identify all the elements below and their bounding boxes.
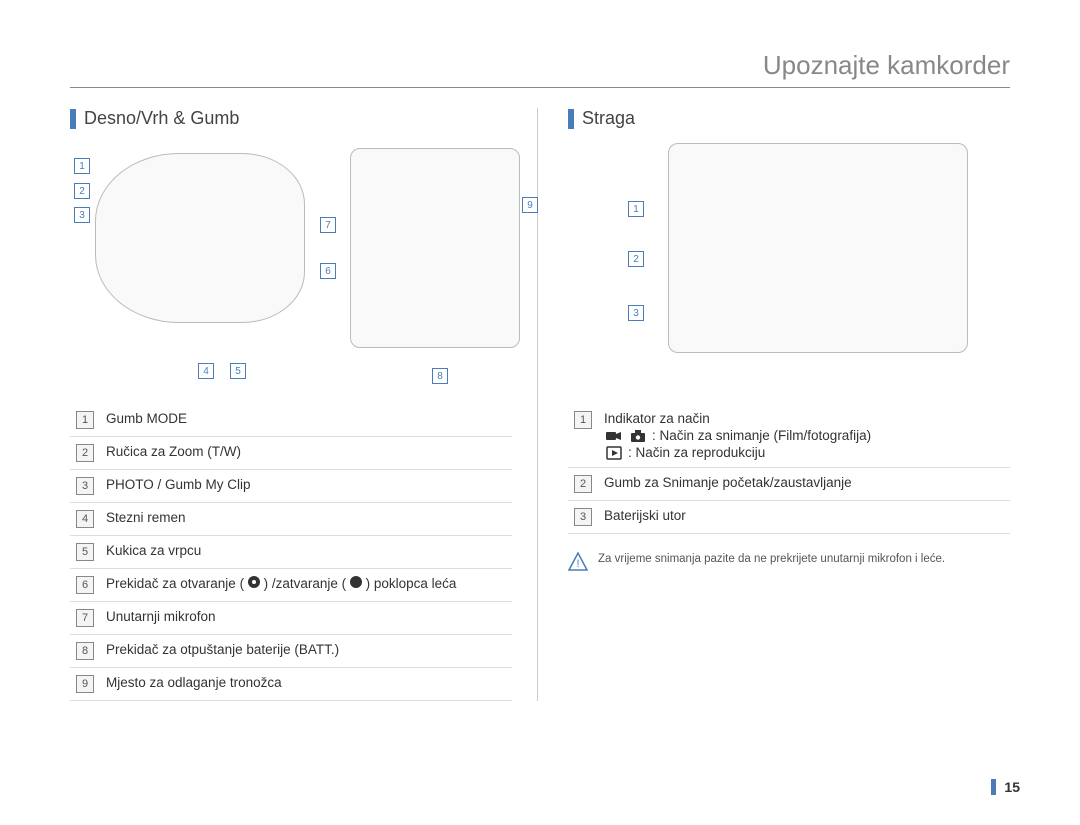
callout-2: 2 [628, 251, 644, 267]
section-bar [568, 109, 574, 129]
right-parts-table: 1 Indikator za način: Način za snimanje (… [568, 404, 1010, 534]
left-item-8: Prekidač za otpuštanje baterije (BATT.) [100, 635, 512, 668]
left-item-2: Ručica za Zoom (T/W) [100, 437, 512, 470]
callout-1: 1 [74, 158, 90, 174]
num-8: 8 [76, 642, 94, 660]
svg-text:!: ! [576, 558, 579, 570]
callout-4: 4 [198, 363, 214, 379]
right-diagram: 1 2 3 [568, 143, 1010, 388]
page-title: Upoznajte kamkorder [763, 50, 1010, 80]
right-column: Straga 1 2 3 1 Indikator za način: Način za… [568, 108, 1010, 701]
num-1: 1 [76, 411, 94, 429]
lens-open-icon [248, 576, 260, 588]
callout-3: 3 [74, 207, 90, 223]
lens-close-icon [350, 576, 362, 588]
callout-2: 2 [74, 183, 90, 199]
num-5: 5 [76, 543, 94, 561]
num-4: 4 [76, 510, 94, 528]
callout-7: 7 [320, 217, 336, 233]
num-7: 7 [76, 609, 94, 627]
left-heading: Desno/Vrh & Gumb [84, 108, 239, 129]
left-item-6: Prekidač za otvaranje ( ) /zatvaranje ( … [100, 569, 512, 602]
num-1: 1 [574, 411, 592, 429]
left-parts-table: 1 Gumb MODE 2 Ručica za Zoom (T/W) 3 PHOTO / … [70, 404, 512, 701]
left-item-9: Mjesto za odlaganje tronožca [100, 668, 512, 701]
camcorder-side-outline [350, 148, 520, 348]
left-item-4: Stezni remen [100, 503, 512, 536]
callout-8: 8 [432, 368, 448, 384]
right-item-1: Indikator za način: Način za snimanje (F… [598, 404, 1010, 468]
left-item-5: Kukica za vrpcu [100, 536, 512, 569]
camcorder-rear-outline [668, 143, 968, 353]
left-column: Desno/Vrh & Gumb 123456789 1Gumb MODE2Ru… [70, 108, 538, 701]
callout-9: 9 [522, 197, 538, 213]
callout-6: 6 [320, 263, 336, 279]
num-9: 9 [76, 675, 94, 693]
num-6: 6 [76, 576, 94, 594]
right-heading: Straga [582, 108, 635, 129]
note: ! Za vrijeme snimanja pazite da ne prekr… [568, 552, 1010, 577]
num-3: 3 [76, 477, 94, 495]
warning-icon: ! [568, 552, 588, 577]
camcorder-front-outline [95, 153, 305, 323]
callout-5: 5 [230, 363, 246, 379]
left-item-1: Gumb MODE [100, 404, 512, 437]
callout-3: 3 [628, 305, 644, 321]
right-item-3: Baterijski utor [598, 501, 1010, 534]
left-item-3: PHOTO / Gumb My Clip [100, 470, 512, 503]
left-diagram: 123456789 [70, 143, 512, 388]
page-number: 15 [991, 779, 1020, 795]
section-bar [70, 109, 76, 129]
num-2: 2 [76, 444, 94, 462]
note-text: Za vrijeme snimanja pazite da ne prekrij… [598, 552, 945, 567]
callout-1: 1 [628, 201, 644, 217]
right-item-2: Gumb za Snimanje početak/zaustavljanje [598, 468, 1010, 501]
left-item-7: Unutarnji mikrofon [100, 602, 512, 635]
num-3: 3 [574, 508, 592, 526]
num-2: 2 [574, 475, 592, 493]
